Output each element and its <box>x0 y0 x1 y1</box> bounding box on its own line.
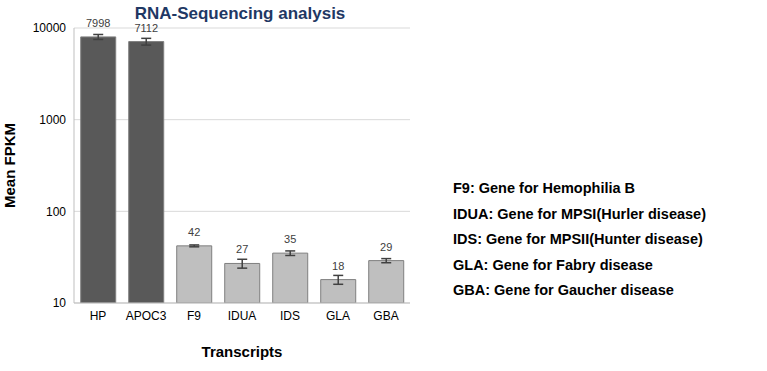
svg-text:IDS: IDS <box>280 309 300 323</box>
svg-text:10: 10 <box>53 296 67 310</box>
svg-text:27: 27 <box>236 243 248 255</box>
svg-text:GLA: GLA <box>326 309 350 323</box>
svg-text:GBA: GBA <box>373 309 398 323</box>
svg-text:1000: 1000 <box>39 113 66 127</box>
svg-text:APOC3: APOC3 <box>126 309 167 323</box>
svg-text:18: 18 <box>332 260 344 272</box>
html-text:GLA: Gene for Fabry disease: GLA: Gene for Fabry disease <box>453 256 653 273</box>
html-text:F9: Gene for Hemophilia B: F9: Gene for Hemophilia B <box>453 180 636 196</box>
svg-text:Transcripts: Transcripts <box>202 343 283 360</box>
svg-text:29: 29 <box>380 241 392 253</box>
svg-text:42: 42 <box>188 226 200 238</box>
svg-text:IDUA: IDUA <box>228 309 257 323</box>
html-text:RNA-Sequencing analysis: RNA-Sequencing analysis <box>134 4 346 23</box>
svg-text:7998: 7998 <box>86 17 110 29</box>
svg-text:10000: 10000 <box>33 21 67 35</box>
svg-text:F9: F9 <box>187 309 201 323</box>
svg-text:7112: 7112 <box>134 22 158 34</box>
svg-text:100: 100 <box>46 205 66 219</box>
html-text:GBA: Gene for Gaucher disease: GBA: Gene for Gaucher disease <box>453 282 674 298</box>
svg-text:Mean FPKM: Mean FPKM <box>8 123 18 208</box>
html-text:IDUA: Gene for MPSI(Hurler dis: IDUA: Gene for MPSI(Hurler disease) <box>453 205 706 222</box>
html-text:IDS: Gene for MPSII(Hunter dis: IDS: Gene for MPSII(Hunter disease) <box>453 231 703 247</box>
svg-text:35: 35 <box>284 233 296 245</box>
svg-text:HP: HP <box>90 309 107 323</box>
